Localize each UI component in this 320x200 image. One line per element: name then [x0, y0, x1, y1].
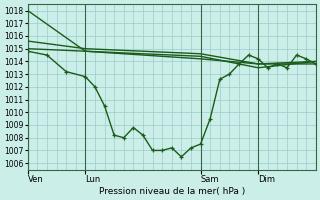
X-axis label: Pression niveau de la mer( hPa ): Pression niveau de la mer( hPa ) [99, 187, 245, 196]
